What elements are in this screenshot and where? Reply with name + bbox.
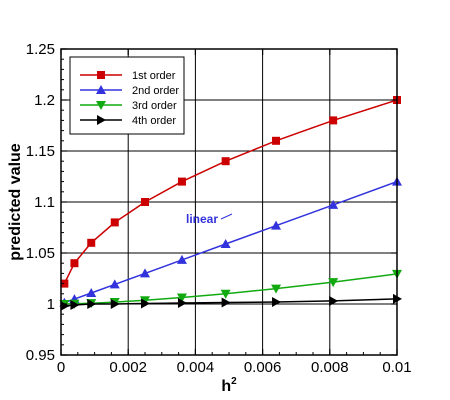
y-tick-label: 1.2 xyxy=(34,92,55,109)
y-tick-label: 1 xyxy=(47,296,55,313)
legend: 1st order 2nd order 3rd order 4th order xyxy=(69,56,185,135)
data-point xyxy=(70,300,80,311)
data-point xyxy=(176,293,187,303)
series-line xyxy=(64,298,398,307)
data-point xyxy=(272,136,281,145)
data-point xyxy=(328,278,339,288)
data-point xyxy=(70,259,79,268)
x-tick-label: 0.006 xyxy=(244,359,282,376)
x-tick-label: 0.01 xyxy=(382,359,411,376)
data-point xyxy=(177,297,187,308)
x-axis-label-base: h xyxy=(221,378,231,395)
data-point xyxy=(221,157,230,166)
series-layer xyxy=(59,96,402,312)
y-tick-label: 1.15 xyxy=(26,143,55,160)
data-point xyxy=(86,287,97,297)
legend-item: 4th order xyxy=(80,115,176,127)
data-point xyxy=(328,199,339,209)
y-tick-label: 1.1 xyxy=(34,194,55,211)
y-tick-label: 1.25 xyxy=(26,41,55,58)
data-point xyxy=(271,284,282,294)
data-point xyxy=(109,279,120,289)
legend-label: 1st order xyxy=(132,70,176,82)
y-tick-label: 0.95 xyxy=(26,347,55,364)
x-axis-label-superscript: 2 xyxy=(231,376,237,387)
legend-marker xyxy=(96,85,106,94)
series-4 xyxy=(60,293,402,312)
legend-label: 2nd order xyxy=(132,85,179,97)
data-point xyxy=(141,198,149,206)
legend-marker xyxy=(97,71,105,79)
x-tick-label: 0.002 xyxy=(109,359,147,376)
data-point xyxy=(110,218,119,227)
legend-item: 2nd order xyxy=(80,85,179,97)
data-point xyxy=(176,254,187,264)
legend-item: 3rd order xyxy=(80,100,177,112)
legend-marker xyxy=(97,115,106,125)
data-point xyxy=(140,268,150,278)
annotation-linear: linear xyxy=(186,212,218,226)
annotation-pointer xyxy=(220,213,233,220)
data-point xyxy=(110,299,120,309)
y-tick-label: 1.05 xyxy=(26,245,55,262)
data-point xyxy=(87,238,96,247)
legend-box xyxy=(69,56,185,135)
x-tick-label: 0.004 xyxy=(177,359,215,376)
data-point xyxy=(221,297,231,308)
legend-label: 4th order xyxy=(132,115,176,127)
series-line xyxy=(63,99,398,284)
series-2 xyxy=(59,176,402,307)
axis-ticks xyxy=(60,48,398,356)
series-line xyxy=(64,180,398,304)
data-point xyxy=(329,295,339,306)
annotation-layer: linear xyxy=(186,212,233,226)
data-point xyxy=(60,279,69,288)
data-point xyxy=(177,177,186,186)
x-axis-label: h2 xyxy=(221,376,237,395)
data-point xyxy=(272,296,282,307)
legend-item: 1st order xyxy=(80,70,176,82)
data-point xyxy=(141,298,150,309)
data-point xyxy=(87,299,97,309)
legend-items: 1st order 2nd order 3rd order 4th order xyxy=(80,70,179,127)
legend-label: 3rd order xyxy=(132,100,177,112)
y-axis-label: predicted value xyxy=(7,143,24,260)
x-tick-label: 0 xyxy=(57,359,65,376)
x-tick-labels: 0 0.002 0.004 0.006 0.008 0.01 xyxy=(57,359,412,376)
data-point xyxy=(329,116,338,125)
x-tick-label: 0.008 xyxy=(311,359,349,376)
data-point xyxy=(220,289,231,299)
y-tick-labels: 0.95 1 1.05 1.1 1.15 1.2 1.25 xyxy=(26,41,55,364)
legend-marker xyxy=(96,101,106,110)
data-point xyxy=(271,220,282,230)
data-point xyxy=(220,239,231,249)
series-line xyxy=(64,273,398,305)
